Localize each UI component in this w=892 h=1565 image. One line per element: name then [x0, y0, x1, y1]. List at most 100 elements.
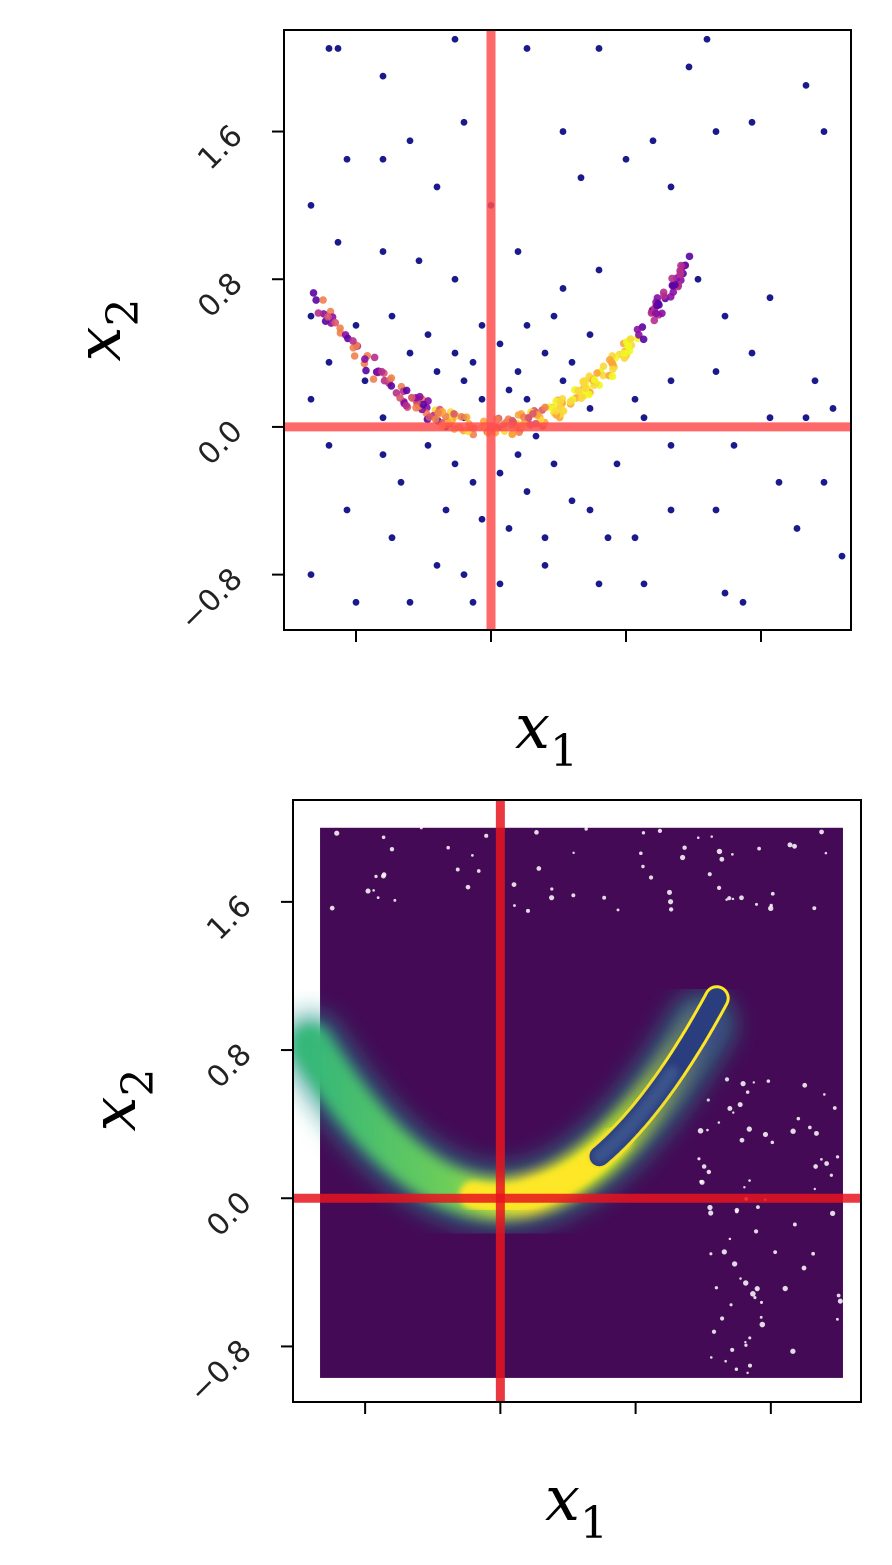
posterior-point — [626, 335, 635, 343]
posterior-point — [350, 352, 359, 360]
sample-gap — [768, 905, 774, 912]
posterior-point — [669, 282, 677, 290]
sample-gap — [739, 895, 744, 901]
sample-gap — [709, 1252, 713, 1256]
posterior-point — [577, 394, 586, 403]
sample-gap — [708, 1210, 714, 1216]
sample-gap — [721, 1249, 727, 1255]
data-point — [415, 257, 423, 265]
data-point — [424, 441, 432, 449]
posterior-point — [369, 375, 378, 383]
data-point — [523, 45, 531, 52]
sample-gap — [754, 1286, 760, 1292]
data-point — [775, 478, 783, 486]
y-tick-labels: 1.6 0.8 0.0 −0.8 — [182, 889, 258, 1410]
data-point — [523, 488, 531, 495]
posterior-point — [314, 309, 323, 317]
sample-gap — [724, 1359, 727, 1363]
posterior-point — [425, 413, 434, 421]
posterior-point — [685, 252, 694, 261]
data-point — [460, 571, 468, 579]
data-point — [640, 580, 648, 588]
posterior-point — [362, 366, 370, 375]
sample-gap — [744, 1343, 748, 1347]
posterior-point — [593, 369, 601, 377]
sample-gap — [756, 1205, 760, 1210]
data-point — [559, 377, 567, 385]
sample-gap — [759, 1300, 764, 1304]
data-point — [613, 460, 621, 468]
posterior-point — [309, 289, 318, 297]
reference-lines — [284, 30, 851, 630]
sample-gap — [734, 1367, 739, 1371]
y-tick-label: 1.6 — [200, 889, 258, 947]
posterior-point — [650, 316, 659, 325]
sample-gap — [711, 1329, 717, 1334]
sample-gap — [808, 1125, 812, 1130]
sample-gap — [814, 1130, 819, 1136]
sample-gap — [813, 1164, 818, 1169]
sample-gap — [747, 1363, 753, 1368]
sample-gap — [465, 884, 471, 890]
sample-gap — [393, 898, 397, 902]
data-point — [766, 294, 774, 302]
sample-gap — [753, 1229, 759, 1234]
contour-fill — [592, 1065, 679, 1164]
data-point — [406, 598, 414, 606]
data-point — [541, 349, 549, 357]
sample-gap — [787, 842, 793, 848]
data-point — [334, 45, 342, 52]
sample-gap — [641, 864, 645, 869]
posterior-point — [402, 401, 411, 410]
sample-gap — [743, 1280, 749, 1286]
posterior-point — [431, 415, 440, 424]
posterior-point — [620, 349, 628, 357]
posterior-point — [324, 313, 332, 321]
data-point — [640, 414, 648, 422]
sample-gap — [792, 843, 797, 849]
posterior-point — [668, 274, 676, 283]
data-point — [766, 414, 774, 422]
posterior-point — [349, 337, 357, 345]
data-point — [685, 63, 693, 71]
posterior-point — [599, 362, 608, 371]
data-point — [451, 35, 459, 43]
y-tick-label: 0.8 — [191, 266, 249, 324]
data-point — [820, 478, 828, 486]
posterior-point — [457, 412, 466, 421]
sample-gap — [835, 1155, 840, 1159]
data-point — [703, 35, 711, 43]
y-axis-label: x2 — [62, 299, 149, 362]
sample-gap — [657, 828, 663, 834]
sample-gap — [727, 896, 732, 901]
sample-gap — [837, 1298, 843, 1304]
sample-gap — [811, 1251, 816, 1256]
sample-gap — [724, 1077, 730, 1082]
posterior-point — [529, 410, 537, 418]
data-point — [586, 331, 594, 339]
data-point — [442, 506, 450, 514]
sample-gap — [836, 1293, 841, 1298]
posterior-point — [412, 404, 420, 412]
data-point — [748, 118, 756, 126]
sample-gap — [823, 1093, 826, 1096]
sample-gap — [706, 1098, 710, 1102]
y-axis-label: x2 — [77, 1069, 164, 1132]
data-point — [460, 377, 468, 385]
posterior-point — [312, 296, 320, 304]
sample-gap — [755, 902, 759, 906]
sample-gap — [549, 895, 555, 901]
data-point — [523, 395, 531, 403]
data-point — [514, 248, 522, 255]
data-point — [469, 358, 477, 366]
data-point — [505, 386, 513, 394]
sample-gap — [782, 1285, 788, 1292]
sample-gap — [372, 889, 375, 892]
sample-gap — [813, 1187, 816, 1191]
y-tick-label: 1.6 — [191, 118, 249, 176]
data-point — [568, 497, 576, 505]
sample-gap — [819, 829, 824, 835]
data-point — [379, 414, 387, 422]
data-point — [514, 451, 522, 459]
sample-gap — [706, 1128, 709, 1132]
